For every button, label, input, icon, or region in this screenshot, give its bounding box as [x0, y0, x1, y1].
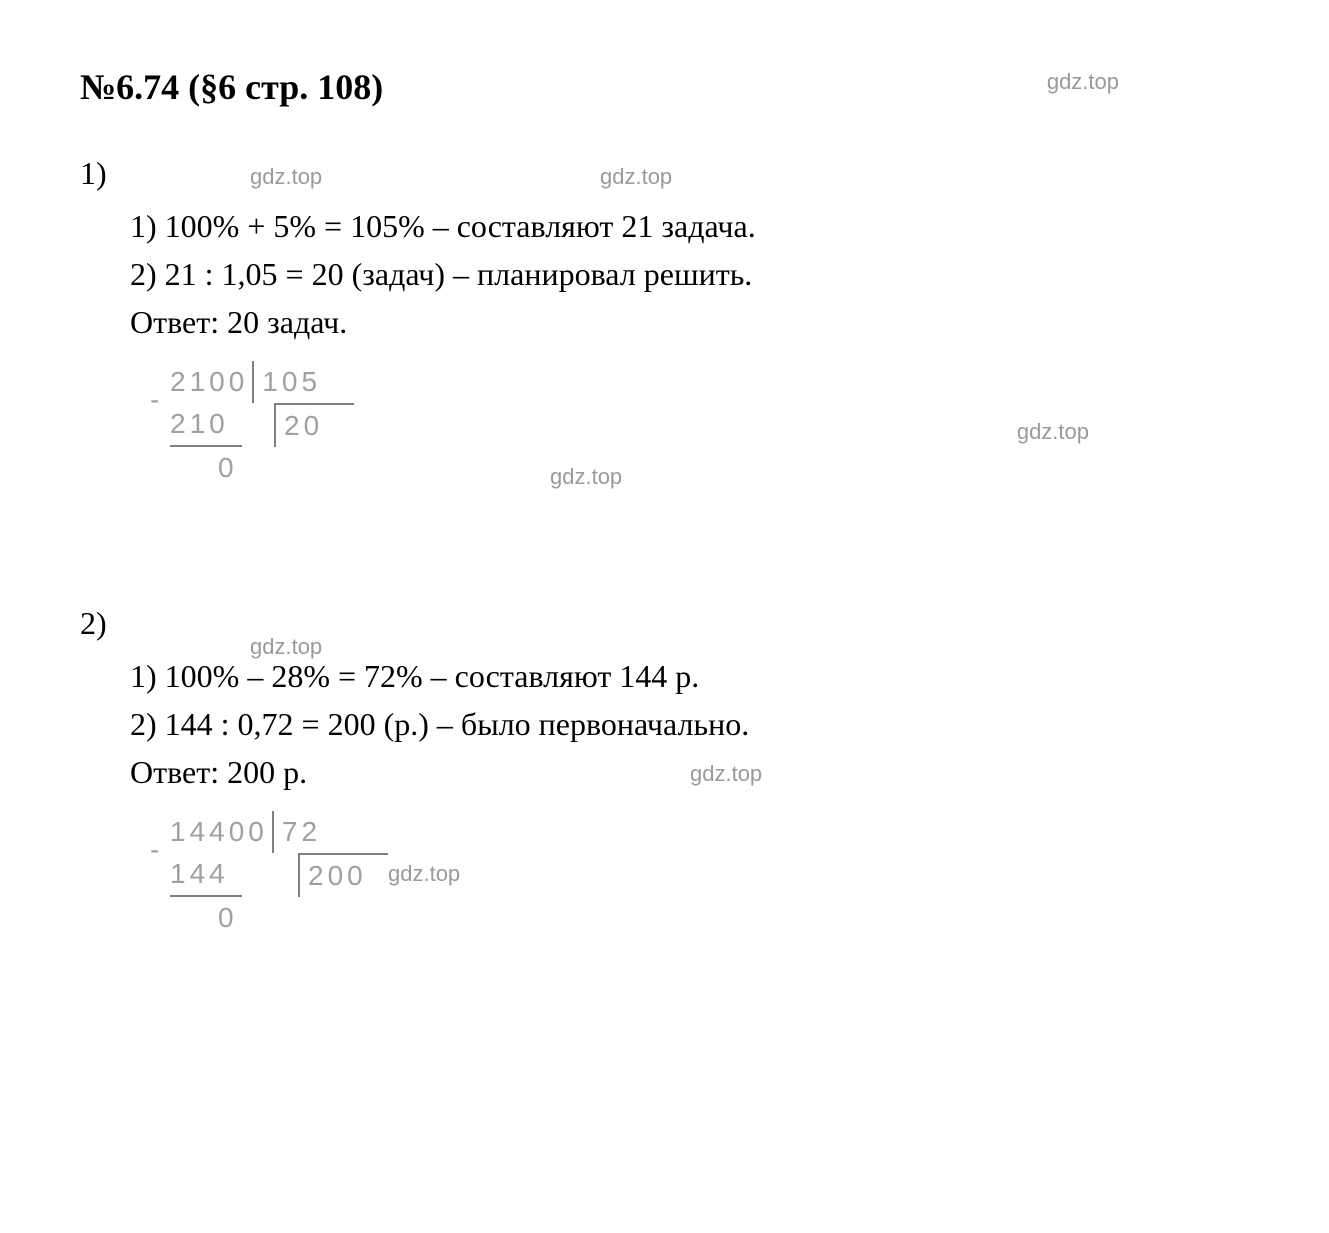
watermark: gdz.top — [1047, 65, 1119, 98]
problem-1-step-1: 1) 100% + 5% = 105% – составляют 21 зада… — [80, 202, 1249, 250]
problem-2-step-2: 2) 144 : 0,72 = 200 (р.) – было первонач… — [80, 700, 1249, 748]
problem-1-answer: Ответ: 20 задач. — [80, 298, 1249, 346]
problem-2: 2) gdz.top 1) 100% – 28% = 72% – составл… — [80, 599, 1249, 939]
watermark: gdz.top — [250, 160, 322, 193]
quotient: 200 — [298, 853, 388, 897]
dividend: 2100 — [170, 361, 248, 403]
minus-sign: - — [150, 829, 163, 871]
long-division-2: - 14400 72 144 200 gdz.top 0 — [80, 811, 490, 939]
dividend: 14400 — [170, 811, 268, 853]
quotient: 20 — [274, 403, 354, 447]
watermark: gdz.top — [600, 160, 672, 193]
subtrahend: 144 — [170, 853, 242, 897]
divisor: 72 — [272, 811, 321, 853]
remainder: 0 — [170, 897, 490, 939]
remainder: 0 — [170, 447, 470, 489]
problem-1-step-2: 2) 21 : 1,05 = 20 (задач) – планировал р… — [80, 250, 1249, 298]
page-content: №6.74 (§6 стр. 108) gdz.top 1) gdz.top g… — [80, 60, 1249, 939]
problem-1: 1) gdz.top gdz.top 1) 100% + 5% = 105% –… — [80, 149, 1249, 489]
watermark: gdz.top — [250, 630, 322, 663]
minus-sign: - — [150, 379, 163, 421]
divisor: 105 — [252, 361, 321, 403]
long-division-1: - 2100 105 210 20 0 — [80, 361, 470, 489]
subtrahend: 210 — [170, 403, 242, 447]
watermark: gdz.top — [388, 853, 460, 897]
watermark: gdz.top — [690, 757, 762, 790]
watermark: gdz.top — [1017, 415, 1089, 448]
watermark: gdz.top — [550, 460, 622, 493]
problem-2-answer: Ответ: 200 р. — [80, 748, 1249, 796]
